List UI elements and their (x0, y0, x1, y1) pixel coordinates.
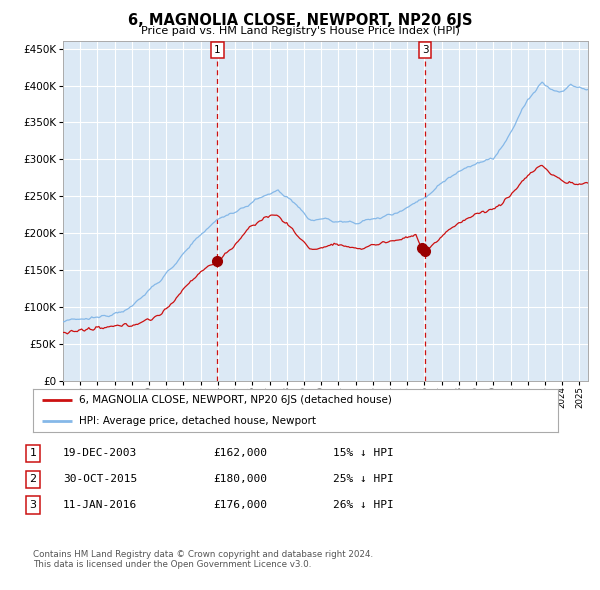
Text: 26% ↓ HPI: 26% ↓ HPI (333, 500, 394, 510)
Text: 15% ↓ HPI: 15% ↓ HPI (333, 448, 394, 458)
Text: 2: 2 (29, 474, 37, 484)
Text: 11-JAN-2016: 11-JAN-2016 (63, 500, 137, 510)
Text: 25% ↓ HPI: 25% ↓ HPI (333, 474, 394, 484)
Text: 1: 1 (214, 45, 221, 55)
Text: 19-DEC-2003: 19-DEC-2003 (63, 448, 137, 458)
Text: 6, MAGNOLIA CLOSE, NEWPORT, NP20 6JS (detached house): 6, MAGNOLIA CLOSE, NEWPORT, NP20 6JS (de… (79, 395, 392, 405)
Text: £176,000: £176,000 (213, 500, 267, 510)
Text: 3: 3 (29, 500, 37, 510)
Text: £180,000: £180,000 (213, 474, 267, 484)
Text: Price paid vs. HM Land Registry's House Price Index (HPI): Price paid vs. HM Land Registry's House … (140, 26, 460, 36)
Text: 1: 1 (29, 448, 37, 458)
Text: 6, MAGNOLIA CLOSE, NEWPORT, NP20 6JS: 6, MAGNOLIA CLOSE, NEWPORT, NP20 6JS (128, 13, 472, 28)
Text: £162,000: £162,000 (213, 448, 267, 458)
Text: Contains HM Land Registry data © Crown copyright and database right 2024.
This d: Contains HM Land Registry data © Crown c… (33, 550, 373, 569)
Text: HPI: Average price, detached house, Newport: HPI: Average price, detached house, Newp… (79, 416, 316, 426)
Text: 3: 3 (422, 45, 428, 55)
Text: 30-OCT-2015: 30-OCT-2015 (63, 474, 137, 484)
